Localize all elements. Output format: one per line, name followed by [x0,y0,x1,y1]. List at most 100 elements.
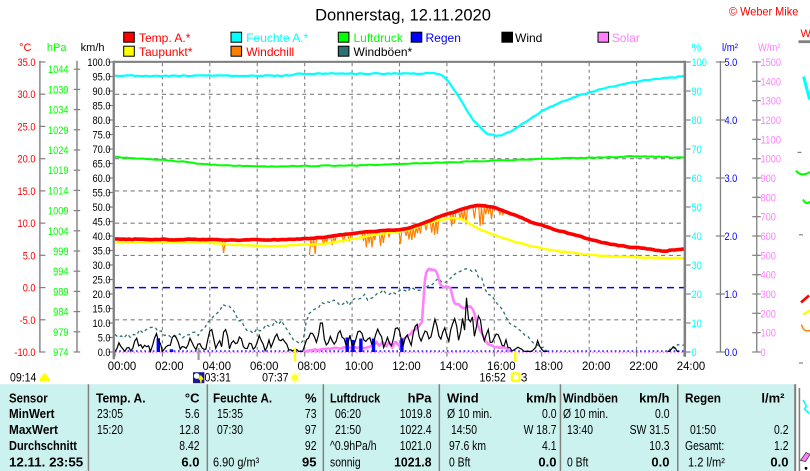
svg-text:30: 30 [692,260,702,272]
svg-text:03:31: 03:31 [205,370,232,384]
svg-text:°C: °C [185,390,200,405]
svg-text:Regen: Regen [426,31,461,45]
svg-text:0: 0 [692,347,697,359]
svg-text:hPa: hPa [408,390,433,405]
svg-text:1500: 1500 [761,57,782,69]
svg-text:Windböen: Windböen [563,390,618,405]
svg-text:-10.0: -10.0 [14,347,35,359]
svg-text:SW 31.5: SW 31.5 [630,422,670,437]
svg-text:08:00: 08:00 [297,359,326,373]
svg-text:© Weber Mike: © Weber Mike [729,5,799,19]
svg-text:07:37: 07:37 [262,370,289,384]
svg-text:1019.8: 1019.8 [400,406,432,421]
svg-text:Windböen*: Windböen* [354,45,413,59]
svg-text:16:00: 16:00 [487,359,516,373]
svg-text:12:00: 12:00 [392,359,421,373]
svg-text:70: 70 [692,144,702,156]
svg-text:0.2: 0.2 [774,422,789,437]
svg-text:0.0: 0.0 [23,283,36,295]
svg-text:5.6: 5.6 [185,406,200,421]
svg-text:Feuchte A.: Feuchte A. [213,390,272,405]
svg-text:20.0: 20.0 [93,289,111,301]
svg-text:80: 80 [692,115,702,127]
svg-text:1034: 1034 [48,105,69,117]
svg-text:994: 994 [53,266,68,278]
svg-text:1.0: 1.0 [725,289,738,301]
svg-text:Ø 10 min.: Ø 10 min. [447,406,492,421]
svg-text:5.0: 5.0 [23,250,36,262]
svg-text:90: 90 [692,86,702,98]
svg-text:5.0: 5.0 [725,57,738,69]
svg-text:5.0: 5.0 [98,333,111,345]
svg-text:45.0: 45.0 [93,217,111,229]
svg-text:999: 999 [53,246,68,258]
svg-text:W/m²: W/m² [758,42,781,54]
svg-text:900: 900 [761,173,776,185]
svg-text:21:50: 21:50 [335,422,361,437]
svg-text:92: 92 [305,438,317,453]
svg-text:50.0: 50.0 [93,202,111,214]
svg-text:%: % [692,42,702,54]
svg-text:85.0: 85.0 [93,101,111,113]
svg-text:Windchill: Windchill [246,45,294,59]
svg-text:Ø 10 min.: Ø 10 min. [563,406,608,421]
svg-text:2.0: 2.0 [725,231,738,243]
svg-text:1300: 1300 [761,96,782,108]
svg-text:95: 95 [302,454,316,469]
svg-text:35.0: 35.0 [93,246,111,258]
svg-text:22:00: 22:00 [629,359,658,373]
svg-text:Temp. A.*: Temp. A.* [139,31,191,45]
svg-text:20: 20 [692,289,702,301]
svg-text:70.0: 70.0 [93,144,111,156]
svg-text:1009: 1009 [48,206,69,218]
svg-text:97.6 km: 97.6 km [449,438,486,453]
svg-text:979: 979 [53,327,68,339]
svg-text:l/m²: l/m² [761,390,785,405]
svg-text:40: 40 [692,231,702,243]
svg-text:14:50: 14:50 [451,422,477,437]
svg-text:6.90 g/m³: 6.90 g/m³ [213,454,260,469]
svg-text:90.0: 90.0 [93,86,111,98]
svg-text:700: 700 [761,212,776,224]
svg-text:Donnerstag, 12.11.2020: Donnerstag, 12.11.2020 [315,7,491,25]
svg-text:800: 800 [761,192,776,204]
svg-text:Wind: Wind [447,390,479,405]
svg-text:06:00: 06:00 [250,359,279,373]
svg-text:974: 974 [53,347,68,359]
svg-text:MaxWert: MaxWert [9,422,58,437]
svg-text:984: 984 [53,307,68,319]
svg-text:8.42: 8.42 [179,438,199,453]
svg-text:55.0: 55.0 [93,188,111,200]
svg-text:500: 500 [761,250,776,262]
svg-text:100: 100 [761,328,776,340]
svg-text:23:05: 23:05 [97,406,123,421]
svg-text:13:40: 13:40 [567,422,593,437]
svg-text:50: 50 [692,202,702,214]
svg-text:06:20: 06:20 [335,406,361,421]
svg-text:40.0: 40.0 [93,231,111,243]
svg-text:0.0: 0.0 [542,406,557,421]
svg-text:65.0: 65.0 [93,159,111,171]
svg-text:Sensor: Sensor [9,390,48,405]
svg-text:35.0: 35.0 [18,57,36,69]
svg-text:1019: 1019 [48,165,69,177]
svg-text:1024: 1024 [48,145,69,157]
svg-text:18:00: 18:00 [534,359,563,373]
svg-text:10: 10 [692,318,702,330]
svg-text:10.3: 10.3 [649,438,669,453]
svg-text:6.0: 6.0 [181,454,199,469]
svg-text:20:00: 20:00 [582,359,611,373]
svg-text:95.0: 95.0 [93,72,111,84]
svg-text:25.0: 25.0 [93,275,111,287]
svg-text:Solar: Solar [612,31,640,45]
svg-text:°C: °C [19,42,31,54]
svg-text:%: % [305,390,317,405]
svg-text:1.2 l/m²: 1.2 l/m² [688,454,726,469]
svg-text:0 Bft: 0 Bft [567,454,589,469]
svg-text:1021.8: 1021.8 [394,454,431,469]
svg-text:hPa: hPa [47,42,67,54]
svg-text:200: 200 [761,308,776,320]
svg-text:Taupunkt*: Taupunkt* [139,45,193,59]
svg-text:01:50: 01:50 [690,422,716,437]
svg-text:02:00: 02:00 [155,359,184,373]
